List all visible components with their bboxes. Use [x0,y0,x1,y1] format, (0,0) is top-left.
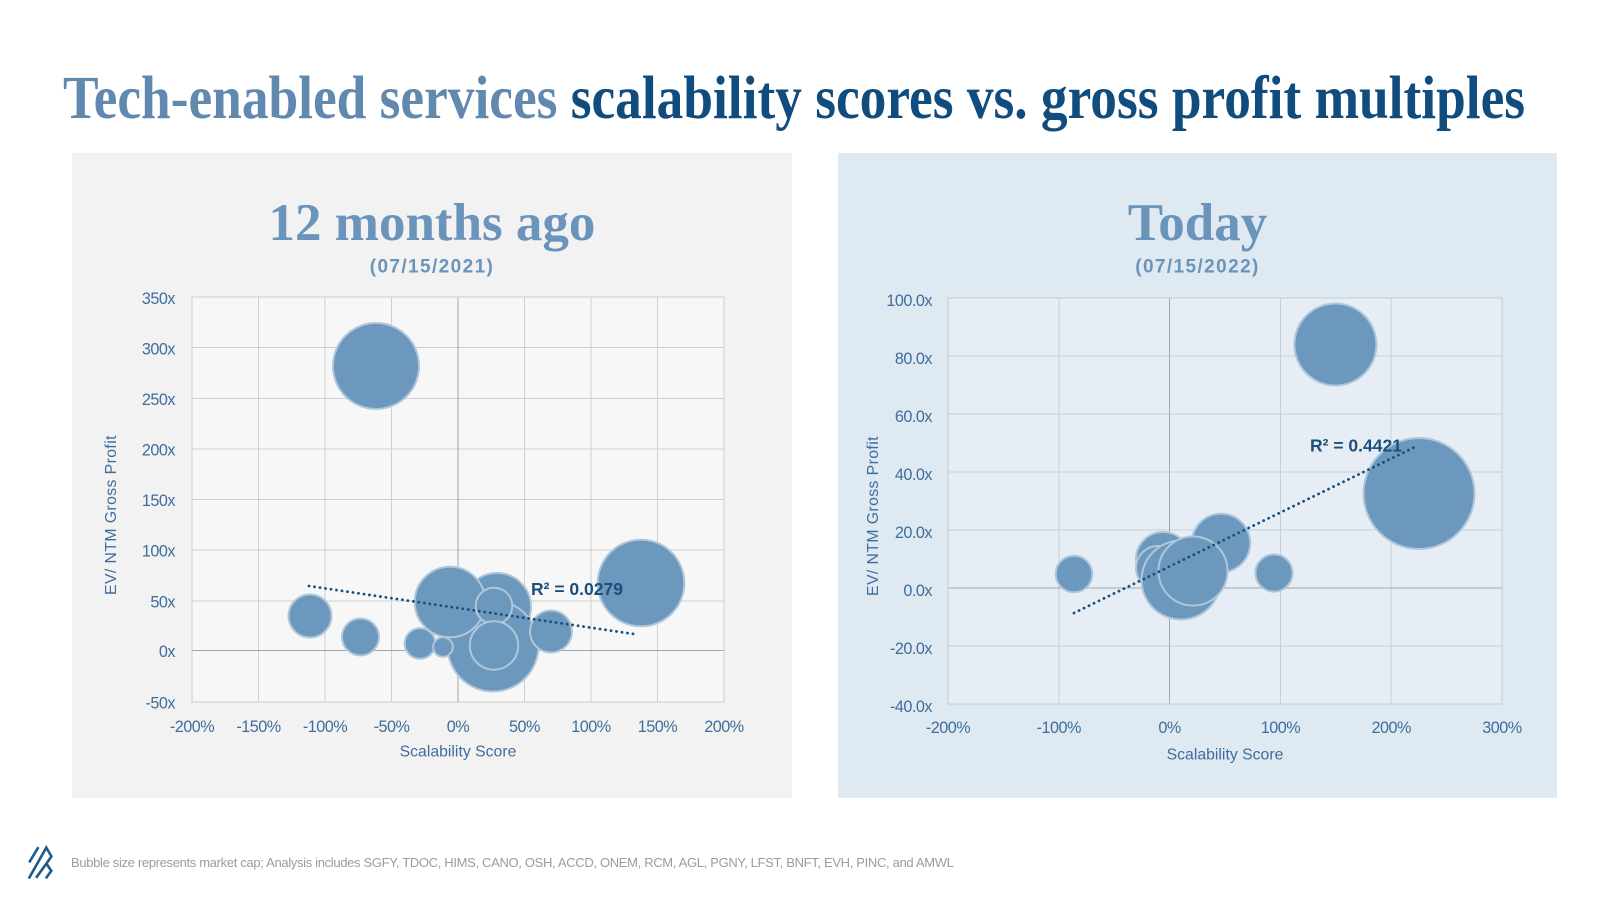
svg-text:0%: 0% [447,718,470,736]
svg-text:-150%: -150% [236,718,280,736]
svg-text:350x: 350x [142,290,176,308]
svg-text:200%: 200% [1371,719,1411,737]
svg-text:-100%: -100% [303,718,347,736]
svg-text:(07/15/2021): (07/15/2021) [370,257,495,278]
svg-text:80.0x: 80.0x [895,350,933,368]
svg-text:R² = 0.0279: R² = 0.0279 [531,579,623,599]
svg-text:0.0x: 0.0x [903,582,932,600]
svg-text:150x: 150x [142,492,176,510]
svg-text:300x: 300x [142,341,176,359]
svg-text:100.0x: 100.0x [886,292,932,310]
svg-text:-20.0x: -20.0x [890,640,932,658]
svg-text:250x: 250x [142,391,176,409]
svg-text:Bubble size represents market: Bubble size represents market cap; Analy… [71,855,954,870]
svg-text:200%: 200% [704,718,744,736]
svg-text:60.0x: 60.0x [895,408,933,426]
svg-text:R² = 0.4421: R² = 0.4421 [1310,436,1402,456]
svg-text:EV/ NTM Gross Profit: EV/ NTM Gross Profit [865,436,882,596]
svg-text:12 months ago: 12 months ago [269,194,596,252]
svg-text:100%: 100% [1261,719,1301,737]
svg-text:300%: 300% [1482,719,1522,737]
svg-text:-200%: -200% [170,718,214,736]
svg-text:Scalability Score: Scalability Score [400,744,517,761]
svg-text:Scalability Score: Scalability Score [1167,747,1284,764]
svg-text:150%: 150% [638,718,678,736]
svg-text:100x: 100x [142,543,176,561]
svg-text:100%: 100% [571,718,611,736]
svg-text:-40.0x: -40.0x [890,698,932,716]
svg-text:0%: 0% [1158,719,1181,737]
svg-text:200x: 200x [142,442,176,460]
svg-text:50x: 50x [150,593,175,611]
svg-text:EV/ NTM Gross Profit: EV/ NTM Gross Profit [103,435,120,595]
svg-text:-100%: -100% [1037,719,1081,737]
svg-text:-50x: -50x [146,695,176,713]
svg-text:-200%: -200% [926,719,970,737]
svg-text:-50%: -50% [374,718,410,736]
svg-text:20.0x: 20.0x [895,524,933,542]
svg-text:50%: 50% [509,718,540,736]
svg-text:40.0x: 40.0x [895,466,933,484]
svg-text:Today: Today [1128,194,1267,252]
svg-text:(07/15/2022): (07/15/2022) [1135,257,1260,278]
svg-text:0x: 0x [159,643,176,661]
